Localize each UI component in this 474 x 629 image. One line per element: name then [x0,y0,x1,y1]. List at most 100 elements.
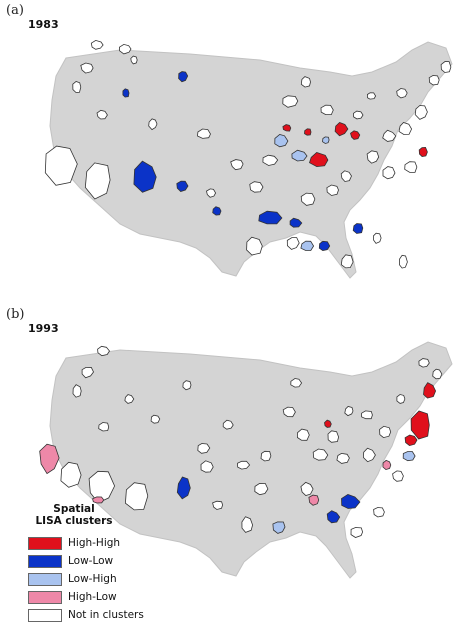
region-not-in-cluster [124,394,135,404]
region-not-in-cluster [212,500,224,510]
region-not-in-cluster [396,88,408,99]
region-not-in-cluster [327,430,340,443]
region-not-in-cluster [418,358,430,368]
legend-swatch-not-in-clusters [28,608,62,622]
region-low-high [300,240,315,251]
region-not-in-cluster [428,75,440,86]
legend-swatch-high-low [28,590,62,604]
region-not-in-cluster [237,460,251,470]
legend-swatch-high-high [28,536,62,550]
region-not-in-cluster [84,162,111,200]
region-not-in-cluster [300,481,314,496]
region-high-high [334,122,349,137]
region-not-in-cluster [254,482,269,496]
region-low-low [258,210,283,225]
region-not-in-cluster [382,166,396,180]
region-not-in-cluster [336,452,350,464]
region-not-in-cluster [222,419,234,430]
region-low-low [341,493,361,509]
region-low-high [274,134,289,148]
region-not-in-cluster [200,460,214,473]
region-not-in-cluster [98,422,110,432]
panel-a-year: 1983 [28,18,59,31]
region-not-in-cluster [320,104,334,115]
region-low-low [352,223,364,234]
region-not-in-cluster [290,378,303,388]
legend-label-not-in-clusters: Not in clusters [68,609,144,621]
region-not-in-cluster [340,170,352,182]
region-not-in-cluster [353,110,364,120]
region-high-high [423,382,437,399]
region-not-in-cluster [350,527,364,538]
region-not-in-cluster [72,384,82,398]
region-not-in-cluster [432,368,443,380]
region-high-high [324,419,332,428]
region-not-in-cluster [262,154,279,166]
region-low-low [178,71,189,83]
region-not-in-cluster [379,425,392,439]
region-low-high [322,136,330,144]
region-not-in-cluster [404,161,418,173]
region-high-high [350,130,361,140]
region-high-high [282,124,292,132]
us-land [49,341,453,579]
region-not-in-cluster [399,254,408,269]
region-high-high [304,128,312,136]
map-1983 [44,39,453,279]
region-not-in-cluster [88,470,116,504]
region-low-low [133,160,157,193]
region-not-in-cluster [241,516,254,533]
legend-item-high-low: High-Low [28,589,117,605]
legend-swatch-low-high [28,572,62,586]
region-not-in-cluster [414,105,428,120]
region-not-in-cluster [366,92,377,100]
map-1993 [39,341,453,579]
region-not-in-cluster [90,39,104,50]
region-not-in-cluster [230,159,244,171]
legend-item-low-high: Low-High [28,571,117,587]
region-low-low [176,180,189,192]
region-not-in-cluster [197,128,211,139]
legend-label-low-low: Low-Low [68,555,114,567]
region-not-in-cluster [366,150,380,164]
region-not-in-cluster [206,188,217,198]
panel-a-label: (a) [6,3,24,18]
region-not-in-cluster [282,406,296,418]
region-not-in-cluster [392,470,404,482]
region-not-in-cluster [312,448,329,461]
panel-b-year: 1993 [28,322,59,335]
legend-title-line1: Spatial [53,503,95,515]
region-low-low [318,240,331,252]
region-not-in-cluster [246,236,263,256]
region-not-in-cluster [130,55,138,65]
legend-title-line2: LISA clusters [35,515,113,527]
region-not-in-cluster [344,406,354,417]
region-not-in-cluster [96,109,108,120]
region-not-in-cluster [362,447,376,463]
region-not-in-cluster [197,443,211,454]
region-low-low [212,206,222,216]
region-high-low [92,496,105,504]
region-not-in-cluster [296,428,310,441]
region-not-in-cluster [398,122,413,135]
region-high-high [418,146,428,158]
region-not-in-cluster [382,129,397,142]
region-high-low [39,443,60,475]
legend-item-not-in-clusters: Not in clusters [28,607,144,623]
legend-label-low-high: Low-High [68,573,117,585]
region-not-in-cluster [249,181,264,193]
region-not-in-cluster [80,62,94,74]
region-high-low [382,459,392,471]
region-high-high [309,152,329,168]
legend-label-high-low: High-Low [68,591,117,603]
region-not-in-cluster [260,450,272,462]
region-low-high [402,451,416,462]
region-not-in-cluster [300,192,316,206]
region-not-in-cluster [72,81,82,93]
legend-label-high-high: High-High [68,537,121,549]
region-not-in-cluster [396,394,406,404]
region-not-in-cluster [373,507,385,518]
region-not-in-cluster [150,414,161,424]
region-not-in-cluster [300,76,311,88]
region-not-in-cluster [44,145,78,186]
